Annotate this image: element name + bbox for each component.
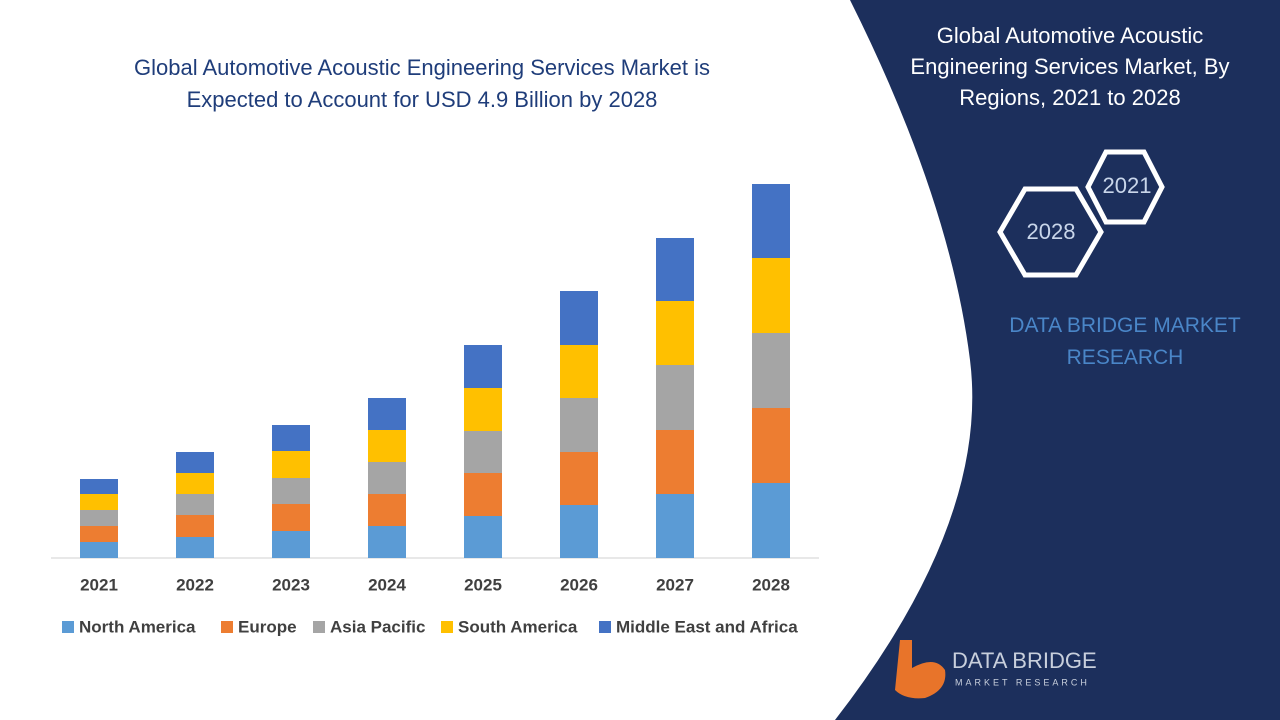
logo-tagline: MARKET RESEARCH bbox=[955, 677, 1090, 687]
legend-swatch bbox=[62, 621, 74, 633]
bar-segment bbox=[368, 430, 406, 462]
side-panel bbox=[835, 0, 1280, 720]
bar-segment bbox=[80, 510, 118, 526]
bar-segment bbox=[656, 430, 694, 494]
bar-segment bbox=[560, 291, 598, 345]
hex-label: 2021 bbox=[1103, 173, 1152, 198]
legend-label: Europe bbox=[238, 617, 297, 636]
bar-segment bbox=[368, 398, 406, 430]
bar-segment bbox=[464, 345, 502, 388]
bar-segment bbox=[176, 452, 214, 473]
bar-segment bbox=[560, 345, 598, 398]
bar-segment bbox=[752, 333, 790, 408]
legend-label: South America bbox=[458, 617, 578, 636]
bar-segment bbox=[560, 398, 598, 452]
legend-swatch bbox=[441, 621, 453, 633]
bar-segment bbox=[464, 516, 502, 558]
x-tick-label: 2024 bbox=[368, 575, 406, 594]
bar-segment bbox=[464, 473, 502, 516]
bar-segment bbox=[272, 425, 310, 451]
bar-segment bbox=[656, 301, 694, 365]
bar-segment bbox=[560, 505, 598, 558]
x-tick-label: 2022 bbox=[176, 575, 214, 594]
x-tick-label: 2028 bbox=[752, 575, 790, 594]
legend-label: Asia Pacific bbox=[330, 617, 425, 636]
brand: DATA BRIDGE MARKET RESEARCH bbox=[1009, 314, 1241, 369]
legend-swatch bbox=[599, 621, 611, 633]
legend-label: Middle East and Africa bbox=[616, 617, 798, 636]
x-tick-label: 2026 bbox=[560, 575, 598, 594]
bar-segment bbox=[176, 537, 214, 558]
x-tick-label: 2025 bbox=[464, 575, 502, 594]
bar-segment bbox=[368, 462, 406, 494]
legend-swatch bbox=[221, 621, 233, 633]
x-tick-label: 2027 bbox=[656, 575, 694, 594]
bar-segment bbox=[272, 504, 310, 531]
bar-segment bbox=[80, 542, 118, 558]
hexagon bbox=[997, 186, 1104, 278]
chart-title: Global Automotive Acoustic Engineering S… bbox=[134, 55, 710, 112]
bar-segment bbox=[80, 526, 118, 542]
x-tick-label: 2023 bbox=[272, 575, 310, 594]
bar-segment bbox=[656, 494, 694, 558]
bar-segment bbox=[272, 451, 310, 478]
hexagon bbox=[1085, 149, 1165, 225]
bar-segment bbox=[80, 479, 118, 494]
bar-segment bbox=[752, 483, 790, 558]
bar-segment bbox=[272, 478, 310, 504]
bar-segment bbox=[368, 494, 406, 526]
bar-segment bbox=[272, 531, 310, 558]
bar-segment bbox=[752, 184, 790, 258]
bar-segment bbox=[368, 526, 406, 558]
bar-segment bbox=[464, 431, 502, 473]
bar-segment bbox=[656, 238, 694, 301]
logo-name: DATA BRIDGE bbox=[952, 648, 1097, 673]
bar-segment bbox=[176, 473, 214, 494]
panel-title: Global Automotive Acoustic Engineering S… bbox=[910, 23, 1230, 110]
bar-segment bbox=[176, 515, 214, 537]
legend-label: North America bbox=[79, 617, 196, 636]
bar-segment bbox=[464, 388, 502, 431]
bar-segment bbox=[176, 494, 214, 515]
bar-segment bbox=[80, 494, 118, 510]
bar-segment bbox=[752, 408, 790, 483]
hex-label: 2028 bbox=[1027, 219, 1076, 244]
bar-segment bbox=[752, 258, 790, 333]
bar-segment bbox=[560, 452, 598, 505]
logo-icon bbox=[895, 640, 946, 699]
bar-segment bbox=[656, 365, 694, 430]
x-tick-label: 2021 bbox=[80, 575, 118, 594]
legend-swatch bbox=[313, 621, 325, 633]
